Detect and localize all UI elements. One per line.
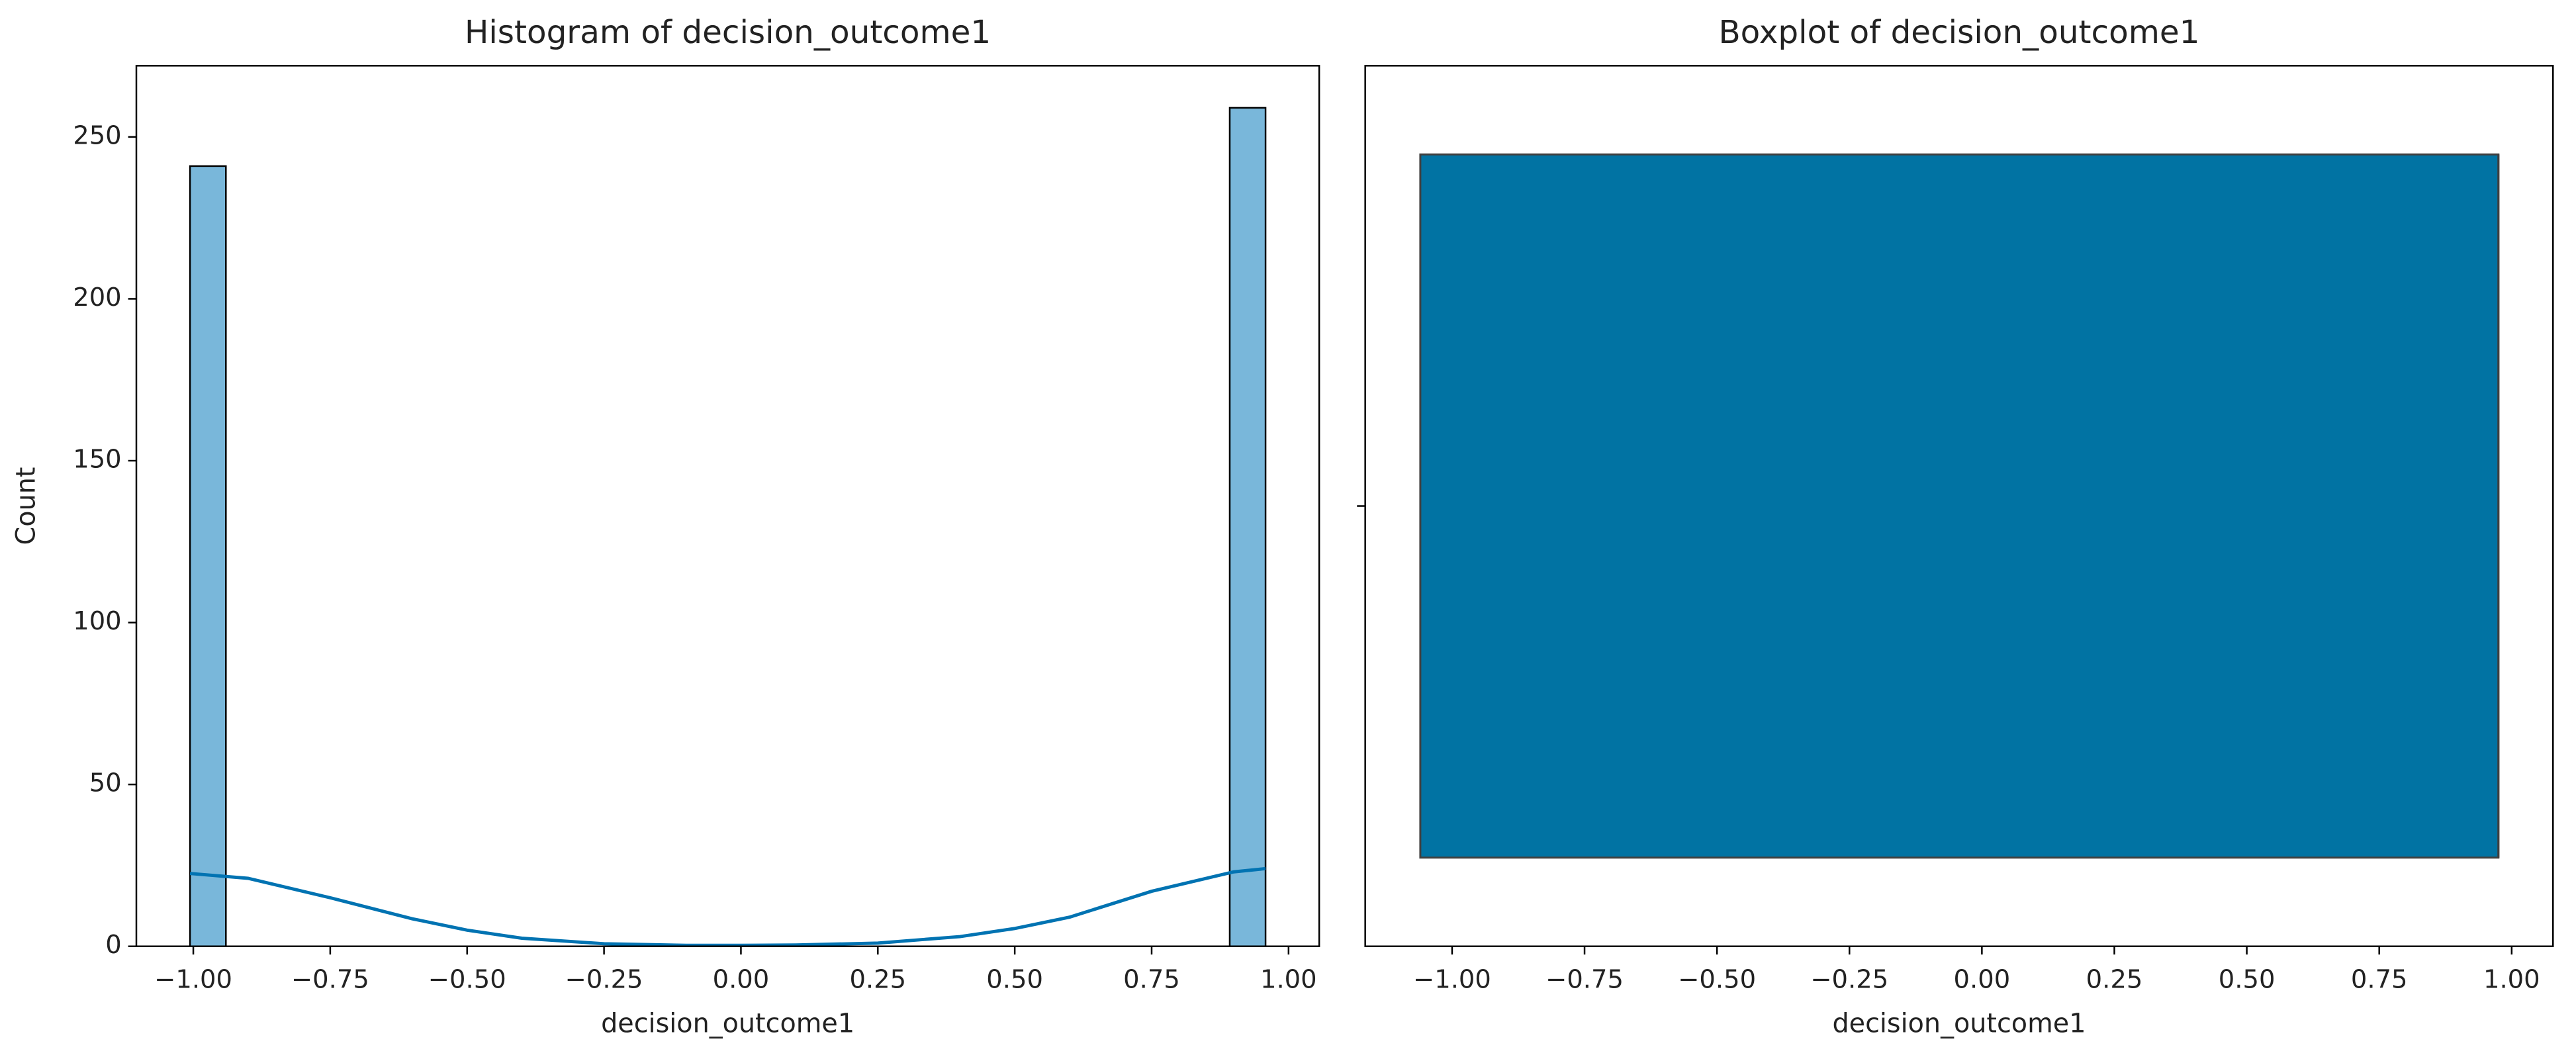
y-tick-label: 250 bbox=[73, 120, 121, 150]
y-tick-label: 0 bbox=[105, 930, 121, 960]
x-tick-label: 1.00 bbox=[1260, 964, 1317, 994]
y-tick-label: 150 bbox=[73, 445, 121, 475]
x-axis-label: decision_outcome1 bbox=[1832, 1008, 2086, 1038]
x-tick-label: 0.00 bbox=[1954, 964, 2011, 994]
kde-line bbox=[189, 866, 1266, 947]
box bbox=[1419, 153, 2500, 859]
x-tick-label: −0.25 bbox=[1810, 964, 1888, 994]
x-tick-label: 0.25 bbox=[849, 964, 906, 994]
y-axis-label: Count bbox=[11, 467, 42, 545]
x-tick-label: 0.00 bbox=[713, 964, 770, 994]
x-axis-label: decision_outcome1 bbox=[601, 1008, 854, 1038]
y-tick-label: 200 bbox=[73, 283, 121, 312]
x-tick-label: 0.75 bbox=[1123, 964, 1180, 994]
axes-frame bbox=[135, 65, 1320, 947]
x-tick-label: 0.25 bbox=[2086, 964, 2143, 994]
x-tick-label: 0.50 bbox=[986, 964, 1043, 994]
axes-frame bbox=[1364, 65, 2554, 947]
chart-title: Histogram of decision_outcome1 bbox=[465, 14, 991, 51]
x-tick-label: −0.25 bbox=[565, 964, 643, 994]
x-tick-label: −0.75 bbox=[1545, 964, 1624, 994]
x-tick-label: −1.00 bbox=[154, 964, 232, 994]
y-tick-label: 50 bbox=[89, 768, 122, 798]
chart-title: Boxplot of decision_outcome1 bbox=[1718, 14, 2199, 51]
x-tick-label: 0.75 bbox=[2351, 964, 2408, 994]
bar bbox=[189, 165, 227, 947]
x-tick-label: −0.75 bbox=[291, 964, 369, 994]
bar bbox=[1228, 107, 1267, 947]
x-tick-label: 0.50 bbox=[2219, 964, 2276, 994]
x-tick-label: −0.50 bbox=[1678, 964, 1756, 994]
x-tick-label: −1.00 bbox=[1413, 964, 1491, 994]
x-tick-label: 1.00 bbox=[2483, 964, 2540, 994]
y-tick-label: 100 bbox=[73, 606, 121, 636]
x-tick-label: −0.50 bbox=[428, 964, 506, 994]
